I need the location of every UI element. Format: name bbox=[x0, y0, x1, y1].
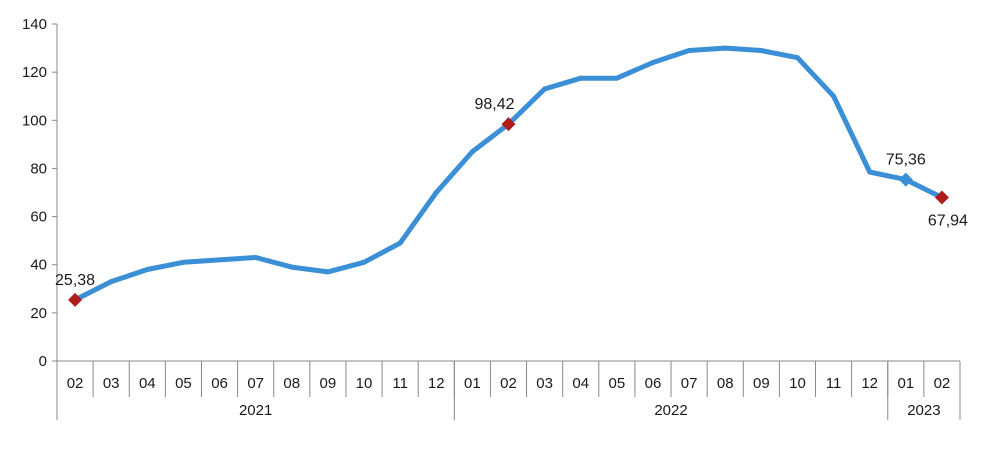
data-point bbox=[831, 93, 837, 99]
highlight-marker bbox=[501, 117, 516, 132]
x-tick-label: 09 bbox=[753, 375, 770, 392]
data-point bbox=[867, 169, 873, 175]
y-tick-label: 80 bbox=[30, 160, 47, 177]
data-point bbox=[253, 254, 259, 260]
y-tick-label: 60 bbox=[30, 209, 47, 226]
data-point bbox=[758, 47, 764, 53]
x-tick-label: 06 bbox=[211, 375, 228, 392]
x-tick-label: 08 bbox=[283, 375, 300, 392]
data-point bbox=[578, 75, 584, 81]
y-tick-label: 0 bbox=[39, 353, 47, 370]
data-point bbox=[722, 45, 728, 51]
series-line bbox=[72, 45, 945, 303]
x-tick-label: 10 bbox=[789, 375, 806, 392]
x-tick-label: 01 bbox=[464, 375, 481, 392]
data-point bbox=[542, 86, 548, 92]
x-tick-label: 05 bbox=[175, 375, 192, 392]
y-tick-label: 20 bbox=[30, 305, 47, 322]
data-point bbox=[180, 259, 186, 265]
highlight-marker bbox=[68, 292, 83, 307]
data-point bbox=[433, 190, 439, 195]
data-point bbox=[650, 60, 656, 66]
data-label: 75,36 bbox=[886, 152, 926, 169]
y-tick-label: 40 bbox=[30, 257, 47, 274]
x-tick-label: 07 bbox=[247, 375, 264, 392]
x-tick-label: 08 bbox=[717, 375, 734, 392]
y-tick-label: 100 bbox=[22, 112, 47, 129]
data-point bbox=[325, 269, 331, 275]
markers-layer: 25,38 98,42 75,36 67,94 bbox=[55, 96, 968, 307]
data-point bbox=[144, 267, 150, 273]
y-tick-label: 120 bbox=[22, 64, 47, 81]
highlight-marker bbox=[934, 190, 949, 205]
data-point bbox=[469, 149, 475, 155]
series-layer bbox=[72, 45, 945, 303]
x-tick-label: 09 bbox=[320, 375, 337, 392]
x-tick-label: 04 bbox=[572, 375, 589, 392]
x-tick-label: 02 bbox=[67, 375, 84, 392]
x-tick-label: 02 bbox=[500, 375, 517, 392]
data-label: 67,94 bbox=[928, 212, 968, 229]
x-tick-label: 11 bbox=[392, 375, 408, 392]
data-point bbox=[397, 240, 403, 246]
data-point bbox=[686, 47, 692, 53]
x-tick-label: 12 bbox=[428, 375, 445, 392]
y-tick-label: 140 bbox=[22, 16, 47, 33]
x-tick-label: 06 bbox=[645, 375, 662, 392]
data-label: 98,42 bbox=[474, 96, 514, 113]
x-tick-label: 05 bbox=[609, 375, 626, 392]
x-tick-label: 10 bbox=[356, 375, 373, 392]
x-tick-label: 11 bbox=[826, 375, 842, 392]
x-year-label: 2023 bbox=[907, 402, 940, 419]
data-point bbox=[289, 264, 295, 270]
x-tick-label: 04 bbox=[139, 375, 156, 392]
x-axis: 02 03 04 05 06 07 08 09 10 11 12 01 02 03 04 05 06 07 08 09… bbox=[56, 360, 961, 420]
x-tick-label: 02 bbox=[934, 375, 951, 392]
data-point bbox=[794, 55, 800, 61]
data-point bbox=[361, 259, 367, 265]
data-point bbox=[108, 279, 114, 285]
x-year-label: 2022 bbox=[654, 402, 687, 419]
data-label: 25,38 bbox=[55, 272, 95, 289]
x-year-label: 2021 bbox=[239, 402, 272, 419]
x-tick-label: 12 bbox=[861, 375, 878, 392]
x-tick-label: 07 bbox=[681, 375, 698, 392]
x-tick-label: 03 bbox=[103, 375, 120, 392]
data-point bbox=[217, 257, 223, 263]
x-tick-label: 03 bbox=[536, 375, 553, 392]
y-axis: 0 20 40 60 80 100 120 140 bbox=[22, 16, 58, 370]
data-point bbox=[614, 75, 620, 81]
highlight-marker bbox=[898, 172, 913, 187]
x-tick-label: 01 bbox=[897, 375, 914, 392]
